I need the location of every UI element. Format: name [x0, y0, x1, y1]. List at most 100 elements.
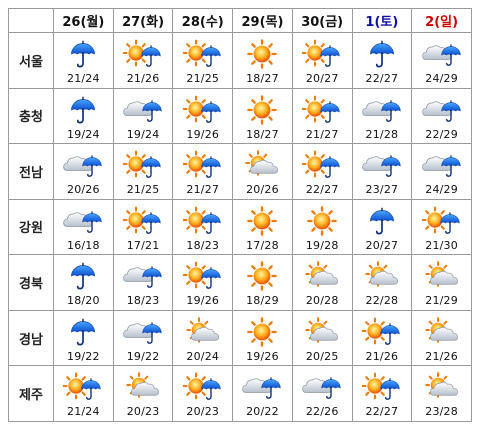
temperature-range: 21/26	[126, 72, 160, 85]
cloud-umbrella-icon	[63, 155, 103, 178]
cloud-umbrella-icon	[421, 44, 461, 66]
temperature-range: 24/29	[425, 183, 458, 197]
region-row: 강원 16/18 17/21 18/23 17/28 19/28 20/27 21/30	[8, 198, 472, 256]
day-header: 28(수)	[172, 8, 234, 33]
sun-icon	[247, 205, 278, 236]
region-row: 전남 20/26 21/25 21/27 20/26 22/27 23/27 24/29	[8, 143, 472, 200]
umbrella-icon	[70, 262, 96, 290]
forecast-cell: 24/29	[411, 143, 472, 200]
temperature-range: 22/29	[425, 127, 458, 141]
temperature-range: 20/23	[186, 405, 220, 419]
temperature-range: 20/27	[305, 72, 339, 85]
sun-icon	[307, 205, 337, 236]
forecast-cell: 20/26	[232, 143, 293, 200]
sun-cloud-icon	[305, 317, 339, 343]
region-label: 경남	[8, 309, 54, 367]
temperature-range: 22/26	[305, 405, 339, 419]
sun-umbrella-icon	[361, 317, 400, 345]
temperature-range: 20/26	[246, 183, 279, 197]
sun-umbrella-icon	[182, 372, 221, 401]
forecast-cell: 18/20	[53, 254, 114, 311]
region-label: 전남	[8, 143, 54, 200]
temperature-range: 21/27	[186, 183, 220, 197]
region-row: 제주 21/24 20/23 20/23 20/22 22/26 22/27 23/28	[8, 365, 472, 422]
forecast-cell: 22/27	[351, 365, 413, 422]
forecast-cell: 21/30	[411, 198, 472, 256]
umbrella-icon	[70, 318, 96, 346]
temperature-range: 18/27	[246, 127, 279, 141]
forecast-cell: 20/23	[172, 365, 234, 422]
cloud-umbrella-icon	[123, 266, 163, 289]
sun-umbrella-icon	[302, 150, 341, 179]
sun-umbrella-icon	[182, 150, 221, 179]
temperature-range: 19/26	[246, 349, 279, 363]
forecast-cell: 19/28	[291, 198, 353, 256]
temperature-range: 21/24	[67, 72, 100, 85]
sun-umbrella-icon	[63, 372, 102, 401]
temperature-range: 20/27	[365, 238, 399, 252]
forecast-cell: 19/24	[112, 87, 174, 145]
forecast-cell: 21/27	[172, 143, 234, 200]
temperature-range: 21/29	[425, 294, 458, 308]
temperature-range: 18/29	[246, 294, 279, 308]
temperature-range: 23/28	[425, 405, 458, 419]
temperature-range: 16/18	[67, 238, 100, 252]
sun-umbrella-icon	[182, 95, 221, 123]
forecast-cell: 22/27	[291, 143, 353, 200]
forecast-cell: 18/27	[232, 32, 293, 89]
day-header: 30(금)	[291, 8, 353, 33]
sun-icon	[247, 317, 278, 347]
forecast-cell: 18/29	[232, 254, 293, 311]
forecast-cell: 21/26	[351, 309, 413, 367]
sun-cloud-icon	[424, 261, 458, 287]
temperature-range: 21/26	[365, 349, 399, 363]
temperature-range: 18/23	[186, 238, 220, 252]
forecast-cell: 22/28	[351, 254, 413, 311]
temperature-range: 19/26	[186, 294, 220, 308]
region-row: 서울 21/24 21/26 21/25 18/27 20/27 22/27 24/29	[8, 32, 472, 89]
temperature-range: 24/29	[425, 72, 458, 85]
cloud-umbrella-icon	[123, 321, 163, 344]
temperature-range: 19/28	[305, 238, 339, 252]
forecast-cell: 22/29	[411, 87, 472, 145]
sun-cloud-icon	[126, 372, 159, 399]
forecast-cell: 16/18	[53, 198, 114, 256]
temperature-range: 17/21	[126, 238, 160, 252]
forecast-cell: 21/27	[291, 87, 353, 145]
forecast-cell: 20/27	[351, 198, 413, 256]
sun-umbrella-icon	[302, 39, 341, 67]
temperature-range: 21/26	[425, 349, 458, 363]
cloud-umbrella-icon	[362, 99, 401, 122]
cloud-umbrella-icon	[421, 99, 461, 122]
cloud-umbrella-icon	[302, 377, 342, 400]
sun-umbrella-icon	[421, 206, 460, 234]
sun-umbrella-icon	[123, 206, 162, 234]
temperature-range: 22/27	[365, 72, 399, 85]
forecast-cell: 20/24	[172, 309, 234, 367]
day-header: 2(일)	[411, 8, 472, 33]
temperature-range: 19/22	[67, 349, 100, 363]
cloud-umbrella-icon	[242, 377, 282, 400]
day-header: 1(토)	[351, 8, 413, 33]
temperature-range: 20/25	[305, 349, 339, 363]
temperature-range: 19/24	[126, 127, 160, 141]
sun-umbrella-icon	[361, 372, 400, 401]
temperature-range: 20/26	[67, 183, 100, 197]
temperature-range: 21/30	[425, 238, 458, 252]
sun-cloud-icon	[186, 317, 219, 343]
forecast-cell: 21/26	[411, 309, 472, 367]
forecast-cell: 18/23	[172, 198, 234, 256]
forecast-cell: 17/28	[232, 198, 293, 256]
temperature-range: 23/27	[365, 183, 399, 197]
umbrella-icon	[70, 96, 96, 124]
forecast-cell: 20/28	[291, 254, 353, 311]
temperature-range: 19/26	[186, 127, 220, 141]
forecast-cell: 19/26	[172, 254, 234, 311]
forecast-cell: 20/23	[112, 365, 174, 422]
sun-umbrella-icon	[182, 39, 221, 67]
forecast-cell: 21/29	[411, 254, 472, 311]
forecast-cell: 21/25	[112, 143, 174, 200]
temperature-range: 18/27	[246, 72, 279, 85]
cloud-umbrella-icon	[63, 210, 103, 233]
temperature-range: 17/28	[246, 238, 279, 252]
